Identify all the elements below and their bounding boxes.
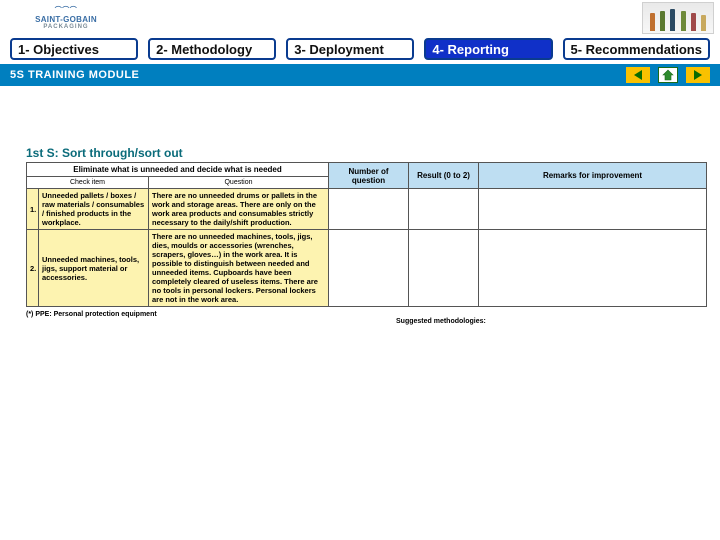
row-result: [409, 230, 479, 307]
row-remarks: [479, 230, 707, 307]
bottle-icon: [660, 11, 665, 31]
logo-arch: ⌒⌒⌒: [55, 5, 78, 15]
row-question: There are no unneeded machines, tools, j…: [149, 230, 329, 307]
col-remarks: Remarks for improvement: [479, 163, 707, 189]
table-row: 1.Unneeded pallets / boxes / raw materia…: [27, 189, 707, 230]
row-qnum: [329, 189, 409, 230]
checklist-table: Eliminate what is unneeded and decide wh…: [26, 162, 707, 307]
tab-3[interactable]: 3- Deployment: [286, 38, 414, 60]
row-qnum: [329, 230, 409, 307]
row-num: 2.: [27, 230, 39, 307]
logo-name: SAINT-GOBAIN: [35, 15, 97, 24]
bottle-icon: [701, 15, 706, 31]
tab-bar: 1- Objectives 2- Methodology 3- Deployment…: [0, 38, 720, 64]
section-title: 1st S: Sort through/sort out: [26, 146, 710, 160]
row-check: Unneeded machines, tools, jigs, support …: [39, 230, 149, 307]
module-bar: 5S TRAINING MODULE: [0, 64, 720, 86]
col-group: Eliminate what is unneeded and decide wh…: [27, 163, 329, 177]
logo-sub: PACKAGING: [43, 24, 88, 30]
col-question: Question: [149, 177, 329, 189]
module-title: 5S TRAINING MODULE: [10, 69, 139, 81]
arrow-left-icon: [634, 70, 642, 80]
bottle-icon: [681, 11, 686, 31]
bottle-icon: [670, 9, 675, 31]
row-remarks: [479, 189, 707, 230]
row-num: 1.: [27, 189, 39, 230]
tab-4[interactable]: 4- Reporting: [424, 38, 552, 60]
bottle-icon: [691, 13, 696, 31]
tab-1[interactable]: 1- Objectives: [10, 38, 138, 60]
next-button[interactable]: [686, 67, 710, 83]
row-question: There are no unneeded drums or pallets i…: [149, 189, 329, 230]
table-row: 2.Unneeded machines, tools, jigs, suppor…: [27, 230, 707, 307]
brand-logo: ⌒⌒⌒ SAINT-GOBAIN PACKAGING: [6, 2, 126, 32]
product-thumb: [642, 2, 714, 34]
tab-2[interactable]: 2- Methodology: [148, 38, 276, 60]
home-icon: [662, 69, 674, 81]
col-check: Check item: [27, 177, 149, 189]
row-result: [409, 189, 479, 230]
home-button[interactable]: [658, 67, 678, 83]
col-num: Number of question: [329, 163, 409, 189]
row-check: Unneeded pallets / boxes / raw materials…: [39, 189, 149, 230]
bottle-icon: [650, 13, 655, 31]
tab-5[interactable]: 5- Recommendations: [563, 38, 710, 60]
prev-button[interactable]: [626, 67, 650, 83]
arrow-right-icon: [694, 70, 702, 80]
suggested-label: Suggested methodologies:: [396, 318, 486, 325]
ppe-footnote: (*) PPE: Personal protection equipment: [26, 311, 176, 318]
col-result: Result (0 to 2): [409, 163, 479, 189]
